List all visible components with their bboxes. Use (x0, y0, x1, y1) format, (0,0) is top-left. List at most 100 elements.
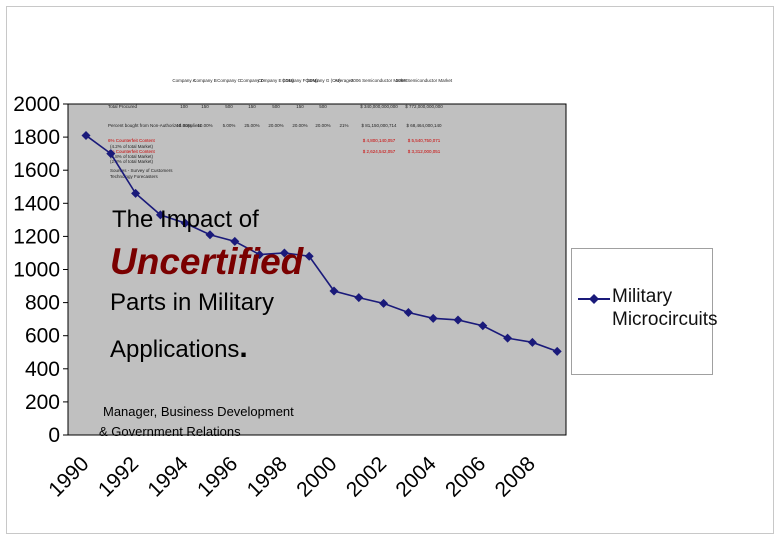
y-tick-label: 1600 (13, 159, 60, 182)
table-cell: 20.00% (315, 123, 330, 128)
x-tick-label: 2002 (342, 452, 391, 501)
table-cell: $ 81,150,000,714 (361, 123, 397, 128)
data-point (453, 315, 463, 325)
table-cell: $ 5,540,750,071 (408, 138, 441, 143)
table-header-cell: Company A (172, 78, 195, 83)
table-note: (4.2% of total Market) (110, 144, 154, 149)
x-tick-label: 1994 (143, 452, 193, 502)
y-tick-label: 1800 (13, 126, 60, 149)
table-cell: 10.00% (197, 123, 212, 128)
table-cell: 25.00% (244, 123, 259, 128)
data-point (478, 321, 488, 331)
table-cell: 5.00% (223, 123, 236, 128)
legend: Military Microcircuits (571, 248, 718, 375)
table-header-cell: 2008 Semiconductor Market (396, 78, 453, 83)
table-cell: 500 (319, 104, 327, 109)
table-cell: 20.00% (292, 123, 307, 128)
y-tick-label: 0 (48, 424, 60, 447)
legend-label: Military Microcircuits (612, 286, 718, 330)
title-period: . (239, 331, 248, 364)
data-point (155, 210, 165, 220)
legend-marker (578, 294, 610, 304)
table-cell: 15.00% (176, 123, 191, 128)
data-point (552, 346, 562, 356)
table-cell: 150 (296, 104, 304, 109)
y-tick-label: 1200 (13, 225, 60, 248)
table-row-label: 4% Counterfeit Content (108, 149, 156, 154)
y-tick-label: 2000 (13, 93, 60, 116)
plot-area (67, 103, 567, 436)
title-line-2: Uncertified (110, 241, 304, 282)
y-tick-label: 400 (25, 358, 60, 381)
table-header-cell: Averages (335, 78, 355, 83)
role-line-2: & Government Relations (99, 424, 241, 439)
data-point (81, 130, 91, 140)
table-header-cell: Company D (240, 78, 265, 83)
y-axis: 0 200 400 600 800 1000 1200 1400 1600 1800 2000 (13, 93, 68, 447)
series-line (85, 134, 558, 353)
table-cell: $ 772,000,000,000 (405, 104, 443, 109)
data-point (527, 337, 537, 347)
data-point (354, 293, 364, 303)
table-cell: 21% (339, 123, 348, 128)
y-tick-label: 1400 (13, 192, 60, 215)
x-tick-label: 1996 (193, 452, 242, 501)
data-point (180, 218, 190, 228)
role-line-1: Manager, Business Development (103, 404, 294, 419)
table-note: (2.8% of total Market) (110, 154, 154, 159)
table-header-cell: Company C (217, 78, 242, 83)
y-tick-label: 800 (25, 292, 60, 315)
data-point (379, 298, 389, 308)
data-point (329, 286, 339, 296)
table-cell: 150 (201, 104, 209, 109)
x-tick-label: 1990 (44, 452, 93, 501)
table-cell: 100 (180, 104, 188, 109)
y-tick-label: 1000 (13, 259, 60, 282)
y-tick-label: 200 (25, 391, 60, 414)
table-note: Technology Forecasters (110, 174, 159, 179)
x-tick-label: 2008 (491, 452, 540, 501)
table-note: Sources - Survey of Customers (110, 168, 173, 173)
title-line-1: The Impact of (112, 206, 259, 233)
x-tick-label: 1992 (94, 452, 143, 501)
data-point (255, 250, 265, 260)
x-tick-label: 2004 (391, 452, 441, 502)
data-point (131, 188, 141, 198)
title-line-4: Applications. (110, 331, 248, 365)
title-line-4-text: Applications (110, 336, 240, 363)
x-tick-label: 2000 (292, 452, 341, 501)
table-header-cell: Company E (IDM) (258, 78, 295, 83)
data-point (403, 308, 413, 318)
table-header-cell: Company F (IDM) (282, 78, 318, 83)
table-row-label: Total Procured (108, 104, 138, 109)
table-header-cell: 2006 Semiconductor Market (351, 78, 408, 83)
table-note: (2.8% of total Market) (110, 159, 154, 164)
table-row-label: 6% Counterfeit Content (108, 138, 156, 143)
data-point (230, 236, 240, 246)
table-header-cell: Company B (193, 78, 217, 83)
title-line-3: Parts in Military (110, 289, 275, 316)
data-point (205, 230, 215, 240)
data-point (304, 251, 314, 261)
table-row-label: Percent bought from Non-Authorized Suppl… (108, 123, 202, 128)
table-cell: 20.00% (268, 123, 283, 128)
table-cell: 150 (248, 104, 256, 109)
table-cell: 500 (225, 104, 233, 109)
table-cell: $ 3,312,000,051 (408, 149, 441, 154)
data-point (503, 333, 513, 343)
table-cell: $ 68,464,000,140 (406, 123, 442, 128)
data-point (106, 149, 116, 159)
data-point (428, 313, 438, 323)
x-tick-label: 2006 (441, 452, 490, 501)
table-cell: $ 2,624,542,057 (363, 149, 396, 154)
table-cell: $ 340,000,000,000 (360, 104, 398, 109)
x-axis: 1990 1992 1994 1996 1998 2000 2002 2004 2006 2008 (44, 452, 540, 502)
table-header-cell: Company G (CM) (305, 78, 341, 83)
y-tick-label: 600 (25, 325, 60, 348)
table-cell: $ 4,800,140,057 (363, 138, 396, 143)
data-point (279, 248, 289, 258)
table-cell: 500 (272, 104, 280, 109)
x-tick-label: 1998 (243, 452, 292, 501)
